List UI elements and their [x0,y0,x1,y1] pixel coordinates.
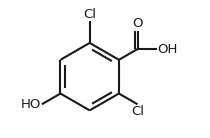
Text: Cl: Cl [132,105,145,118]
Text: Cl: Cl [83,8,96,21]
Text: OH: OH [158,43,178,56]
Text: HO: HO [20,98,41,111]
Text: O: O [132,17,143,30]
